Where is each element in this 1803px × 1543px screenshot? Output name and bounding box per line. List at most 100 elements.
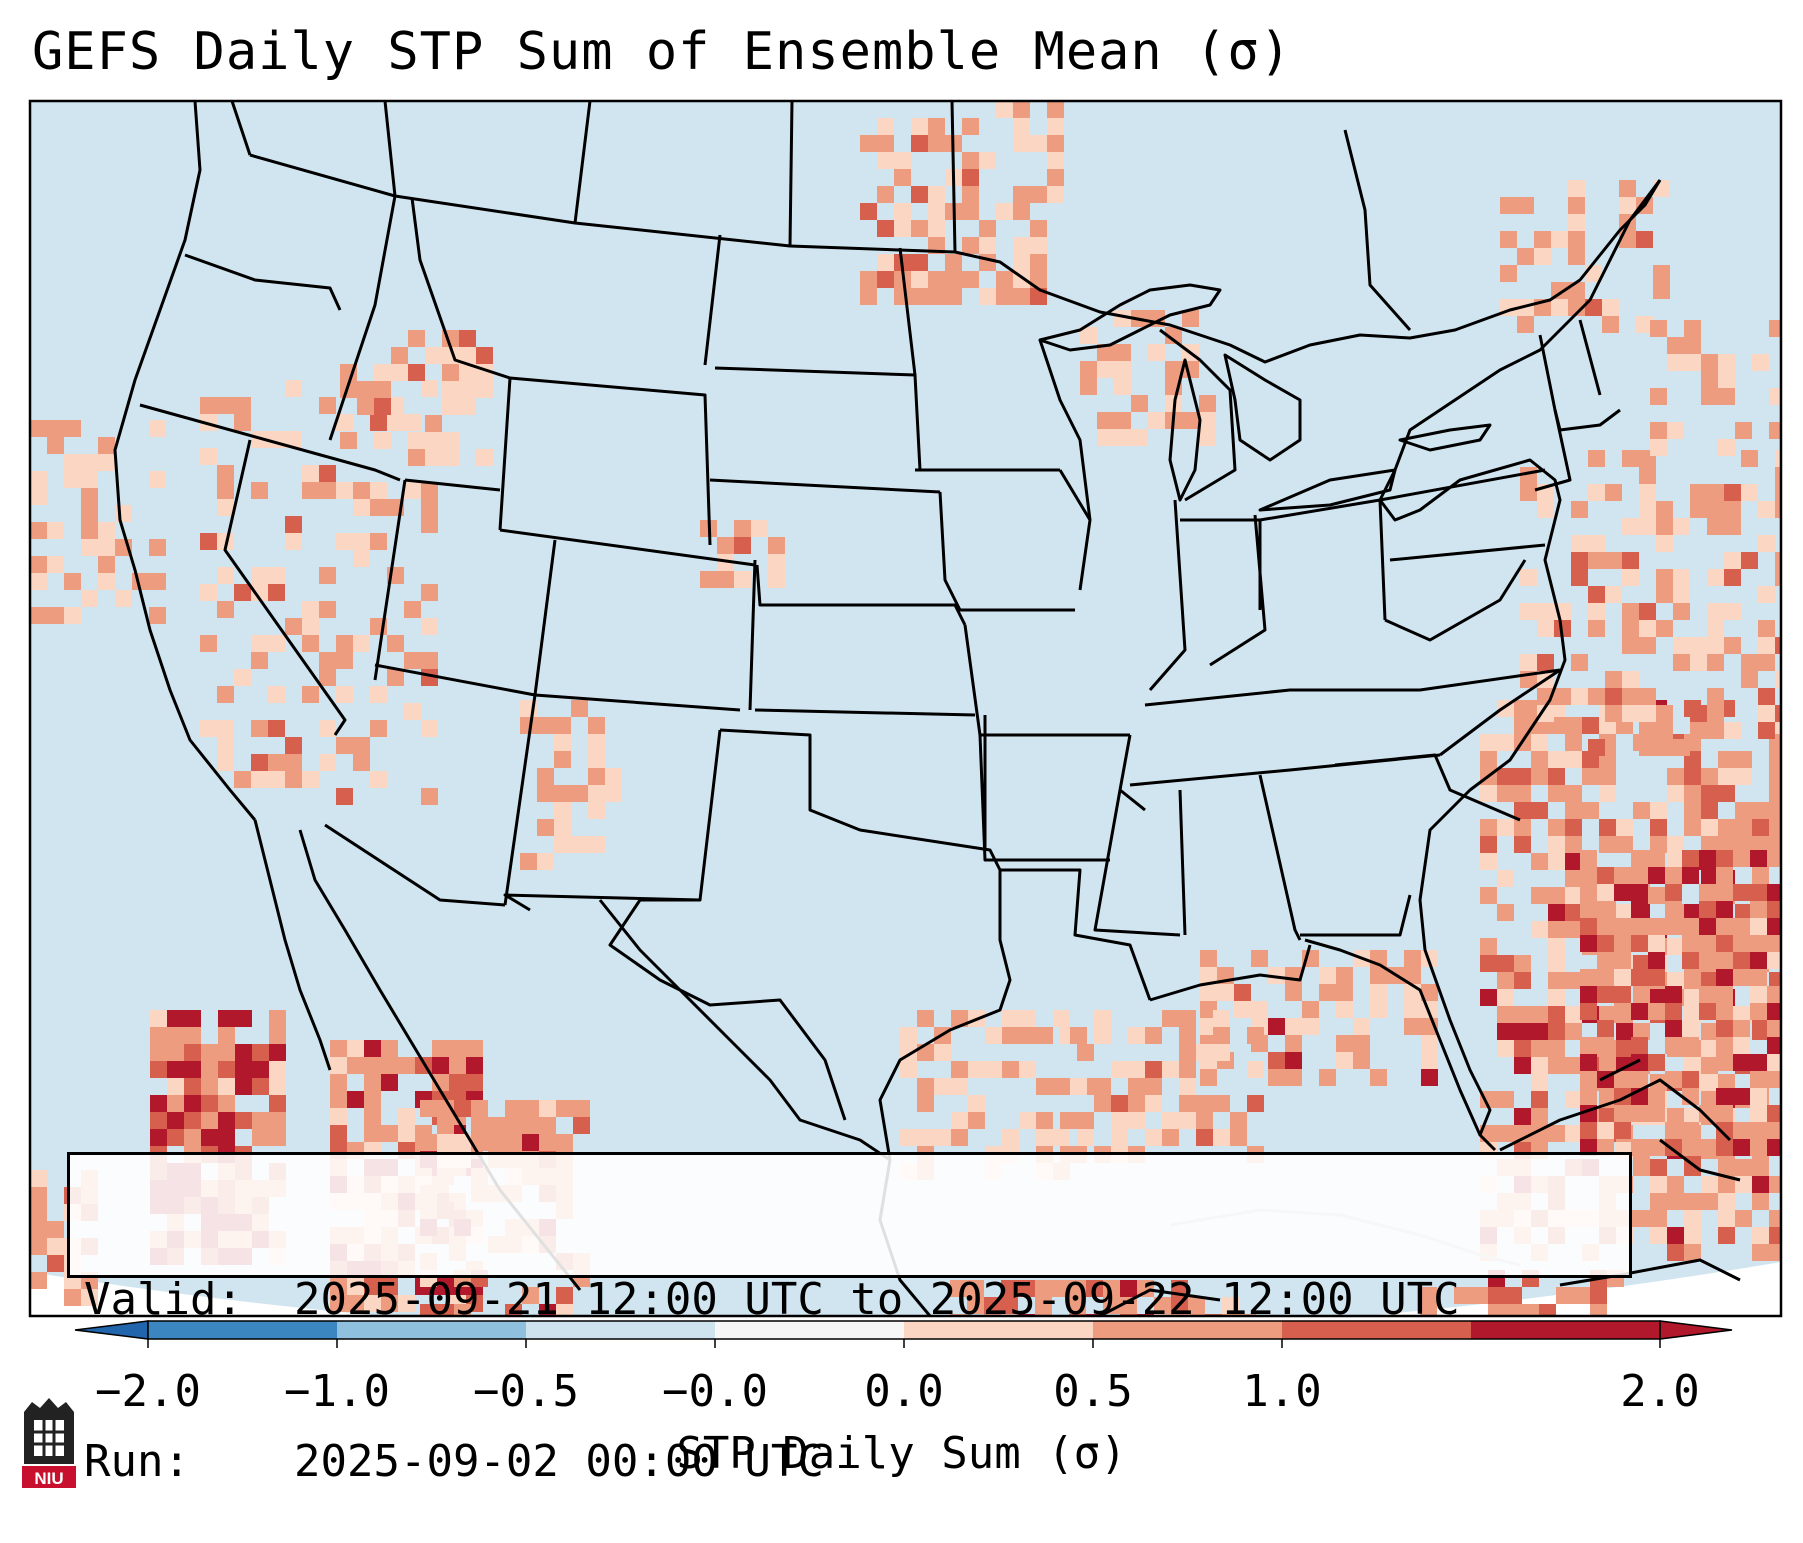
colorbar xyxy=(74,1320,1733,1348)
stp-cell xyxy=(1001,1280,1018,1297)
stp-cell xyxy=(1580,884,1597,901)
stp-cell xyxy=(319,601,336,618)
stp-cell xyxy=(408,449,425,466)
stp-cell xyxy=(1758,637,1775,654)
stp-cell xyxy=(1497,768,1514,785)
stp-cell xyxy=(1002,1027,1019,1044)
stp-cell xyxy=(1131,429,1148,446)
stp-cell xyxy=(1724,603,1741,620)
stp-cell xyxy=(1769,1227,1781,1244)
page-title: GEFS Daily STP Sum of Ensemble Mean (σ) xyxy=(32,22,1292,82)
stp-cell xyxy=(1733,1122,1750,1139)
stp-cell xyxy=(537,768,554,785)
stp-cell xyxy=(1716,986,1733,1003)
stp-cell xyxy=(1094,1010,1111,1027)
stp-cell xyxy=(1682,850,1699,867)
stp-cell xyxy=(1775,450,1781,467)
stp-cell xyxy=(1179,1095,1196,1112)
stp-cell xyxy=(1497,1040,1514,1057)
stp-cell xyxy=(1548,1023,1565,1040)
stp-cell xyxy=(1097,412,1114,429)
stp-cell xyxy=(381,1057,398,1074)
stp-cell xyxy=(1684,1244,1701,1261)
stp-cell xyxy=(1580,935,1597,952)
stp-cell xyxy=(917,1129,934,1146)
stp-cell xyxy=(1767,901,1781,918)
stp-cell xyxy=(1497,989,1514,1006)
stp-cell xyxy=(1656,535,1673,552)
stp-cell xyxy=(1750,850,1767,867)
stp-cell xyxy=(302,635,319,652)
stp-cell xyxy=(1701,354,1718,371)
stp-cell xyxy=(1735,768,1752,785)
stp-cell xyxy=(1614,952,1631,969)
stp-cell xyxy=(1548,989,1565,1006)
stp-cell xyxy=(1758,654,1775,671)
stp-cell xyxy=(554,751,571,768)
stp-cell xyxy=(1769,1244,1781,1261)
stp-cell xyxy=(1517,197,1534,214)
stp-cell xyxy=(1565,853,1582,870)
stp-cell xyxy=(1580,850,1597,867)
stp-cell xyxy=(1052,1280,1069,1297)
stp-cell xyxy=(47,437,64,454)
stp-cell xyxy=(370,482,387,499)
stp-cell xyxy=(1548,955,1565,972)
stp-cell xyxy=(1733,969,1750,986)
colorbar-tick-label: 2.0 xyxy=(1620,1366,1700,1417)
stp-cell xyxy=(471,1117,488,1134)
valid-value: 2025-09-21 12:00 UTC to 2025-09-22 12:00… xyxy=(294,1274,1460,1325)
colorbar-extend-high xyxy=(1659,1320,1733,1340)
stp-cell xyxy=(347,1295,364,1312)
stp-cell xyxy=(1636,231,1653,248)
stp-cell xyxy=(1234,984,1251,1001)
stp-cell xyxy=(30,488,47,505)
stp-cell xyxy=(1718,1210,1735,1227)
stp-cell xyxy=(81,471,98,488)
stp-cell xyxy=(1013,118,1030,135)
stp-cell xyxy=(357,398,374,415)
west-coast xyxy=(113,101,257,821)
stp-cell xyxy=(1531,1040,1548,1057)
stp-cell xyxy=(1684,819,1701,836)
stp-cell xyxy=(98,556,115,573)
stp-cell xyxy=(1631,1003,1648,1020)
stp-cell xyxy=(1673,637,1690,654)
stp-cell xyxy=(1565,717,1582,734)
stp-cell xyxy=(404,414,421,431)
stp-cell xyxy=(1047,118,1064,135)
stp-cell xyxy=(1614,867,1631,884)
stp-cell xyxy=(381,1074,398,1091)
stp-cell xyxy=(336,482,353,499)
stp-cell xyxy=(1775,637,1781,654)
stp-cell xyxy=(269,1078,286,1095)
stp-cell xyxy=(1636,316,1653,333)
stp-cell xyxy=(1200,1018,1217,1035)
stp-cell xyxy=(588,751,605,768)
stp-cell xyxy=(1196,1095,1213,1112)
stp-cell xyxy=(408,432,425,449)
stp-cell xyxy=(167,1044,184,1061)
stp-cell xyxy=(1128,1061,1145,1078)
stp-cell xyxy=(1769,836,1781,853)
stp-cell xyxy=(1597,884,1614,901)
stp-cell xyxy=(1616,819,1633,836)
stp-cell xyxy=(1514,955,1531,972)
stp-cell xyxy=(928,220,945,237)
stp-cell xyxy=(1733,1054,1750,1071)
stp-cell xyxy=(454,1304,471,1316)
stp-cell xyxy=(150,1112,167,1129)
stp-cell xyxy=(1571,501,1588,518)
stp-cell xyxy=(404,703,421,720)
stp-cell xyxy=(1353,1018,1370,1035)
stp-cell xyxy=(1565,819,1582,836)
stp-cell xyxy=(1182,412,1199,429)
stp-cell xyxy=(1665,867,1682,884)
stp-cell xyxy=(201,1078,218,1095)
stp-cell xyxy=(404,601,421,618)
stp-cell xyxy=(1196,1112,1213,1129)
stp-cell xyxy=(1565,921,1582,938)
stp-cell xyxy=(1268,1069,1285,1086)
stp-cell xyxy=(1114,429,1131,446)
stp-cell xyxy=(1699,1105,1716,1122)
